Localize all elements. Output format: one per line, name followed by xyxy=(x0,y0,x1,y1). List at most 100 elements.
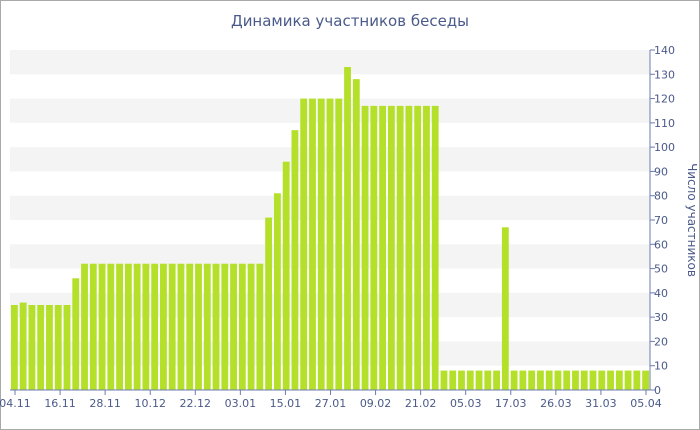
bar xyxy=(484,370,492,390)
bar xyxy=(361,105,369,391)
bar xyxy=(379,105,387,391)
x-tick-label: 27.01 xyxy=(315,397,347,410)
bar xyxy=(344,67,351,390)
bar xyxy=(317,98,325,390)
bar xyxy=(615,370,623,390)
y-tick-label: 0 xyxy=(654,384,661,397)
bar xyxy=(642,370,650,390)
bar xyxy=(203,263,211,390)
y-tick-label: 90 xyxy=(654,165,668,178)
y-tick-label: 60 xyxy=(654,238,668,251)
bar xyxy=(510,370,518,390)
y-tick-label: 120 xyxy=(654,93,675,106)
bar xyxy=(151,263,159,390)
bar xyxy=(458,370,465,390)
x-tick-label: 31.03 xyxy=(585,397,617,410)
bar xyxy=(580,370,588,390)
bar xyxy=(133,263,141,390)
bar xyxy=(607,370,614,390)
bar xyxy=(195,263,202,390)
x-tick-label: 22.12 xyxy=(180,397,212,410)
bar xyxy=(98,263,106,390)
bar xyxy=(554,370,562,390)
bar xyxy=(326,98,334,390)
bar xyxy=(10,305,18,390)
bar xyxy=(256,263,264,390)
bar xyxy=(440,370,448,390)
y-tick-label: 110 xyxy=(654,117,675,130)
grid-band xyxy=(10,50,650,75)
bar xyxy=(238,263,246,390)
bar xyxy=(449,370,457,390)
bar xyxy=(589,370,597,390)
bar xyxy=(221,263,229,390)
y-tick-label: 20 xyxy=(654,335,668,348)
bar xyxy=(528,370,536,390)
bar xyxy=(493,370,500,390)
y-tick-label: 80 xyxy=(654,190,668,203)
bar xyxy=(598,370,606,390)
bar xyxy=(72,278,80,390)
bar xyxy=(89,263,97,390)
y-tick-label: 130 xyxy=(654,68,675,81)
y-tick-label: 40 xyxy=(654,287,668,300)
bar xyxy=(63,305,71,390)
bar xyxy=(265,217,273,390)
bar xyxy=(273,193,281,390)
x-axis: 04.11 16.11 28.11 10.12 22.12 03.01 15.01 27.01… xyxy=(0,389,662,410)
x-tick-label: 21.02 xyxy=(405,397,437,410)
bar xyxy=(519,370,527,390)
x-tick-label: 09.02 xyxy=(360,397,392,410)
y-tick-label: 30 xyxy=(654,311,668,324)
x-tick-label: 04.11 xyxy=(0,397,31,410)
bar xyxy=(423,105,430,391)
bar xyxy=(54,305,62,390)
y-tick-label: 50 xyxy=(654,263,668,276)
x-tick-label: 05.03 xyxy=(450,397,482,410)
bar xyxy=(142,263,150,390)
bar xyxy=(572,370,579,390)
bar xyxy=(116,263,124,390)
bar xyxy=(46,305,53,390)
y-tick-label: 100 xyxy=(654,141,675,154)
x-tick-label: 15.01 xyxy=(270,397,302,410)
bar xyxy=(177,263,185,390)
x-tick-label: 05.04 xyxy=(630,397,662,410)
bar xyxy=(19,302,27,390)
y-axis-title: Число участников xyxy=(685,163,699,277)
bar xyxy=(107,263,115,390)
bar xyxy=(405,105,413,391)
chart-title: Динамика участников беседы xyxy=(230,12,470,30)
bar xyxy=(396,105,404,391)
bar xyxy=(352,79,360,390)
bar xyxy=(168,263,176,390)
bar xyxy=(536,370,544,390)
bar xyxy=(624,370,632,390)
bar xyxy=(370,105,378,391)
bar xyxy=(282,161,290,390)
bar xyxy=(414,105,422,391)
bar xyxy=(633,370,641,390)
y-tick-label: 140 xyxy=(654,44,675,57)
x-tick-label: 03.01 xyxy=(225,397,257,410)
bar xyxy=(37,305,45,390)
bars xyxy=(10,67,650,391)
bar xyxy=(431,105,439,391)
bar xyxy=(300,98,308,390)
y-axis: 0 10 20 30 40 50 60 70 80 90 100 110 120 130 140 xyxy=(649,44,675,397)
x-tick-label: 16.11 xyxy=(44,397,76,410)
x-tick-label: 28.11 xyxy=(89,397,121,410)
bar xyxy=(81,263,88,390)
bar xyxy=(28,305,36,390)
bar xyxy=(475,370,483,390)
bar xyxy=(387,105,395,391)
bar xyxy=(563,370,571,390)
bar xyxy=(124,263,132,390)
bar xyxy=(247,263,255,390)
bar xyxy=(309,98,316,390)
x-tick-label: 10.12 xyxy=(134,397,166,410)
bar xyxy=(545,370,553,390)
bar xyxy=(466,370,474,390)
bar xyxy=(160,263,167,390)
